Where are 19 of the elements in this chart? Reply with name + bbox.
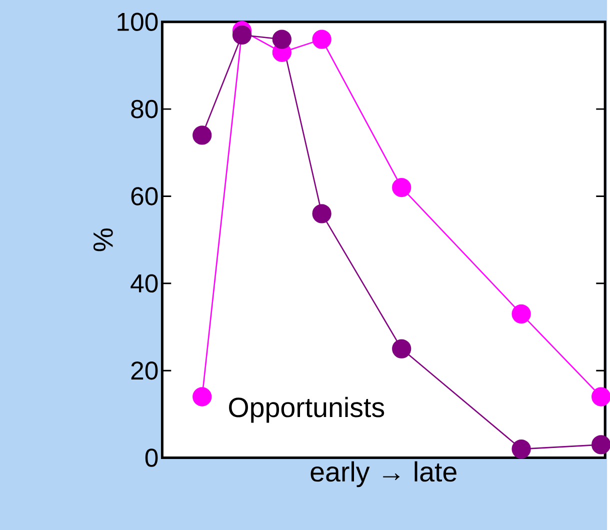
- y-tick-label: 20: [131, 361, 158, 380]
- y-tick-label: 0: [145, 448, 158, 467]
- point: [192, 125, 212, 145]
- point: [272, 30, 292, 49]
- point: [312, 204, 332, 224]
- point: [312, 30, 332, 49]
- x-axis-title: early → late: [310, 461, 456, 487]
- y-tick-label: 100: [118, 12, 158, 31]
- y-tick-label: 80: [131, 100, 158, 118]
- point: [392, 339, 412, 358]
- y-axis-title: %: [93, 228, 113, 251]
- point: [192, 386, 212, 406]
- y-tick-label: 60: [131, 186, 158, 206]
- point: [512, 439, 531, 458]
- point: [392, 178, 412, 197]
- y-tick-label: 40: [130, 274, 158, 292]
- point: [512, 304, 531, 324]
- point: [232, 25, 252, 44]
- annotation: Opportunists: [229, 396, 384, 423]
